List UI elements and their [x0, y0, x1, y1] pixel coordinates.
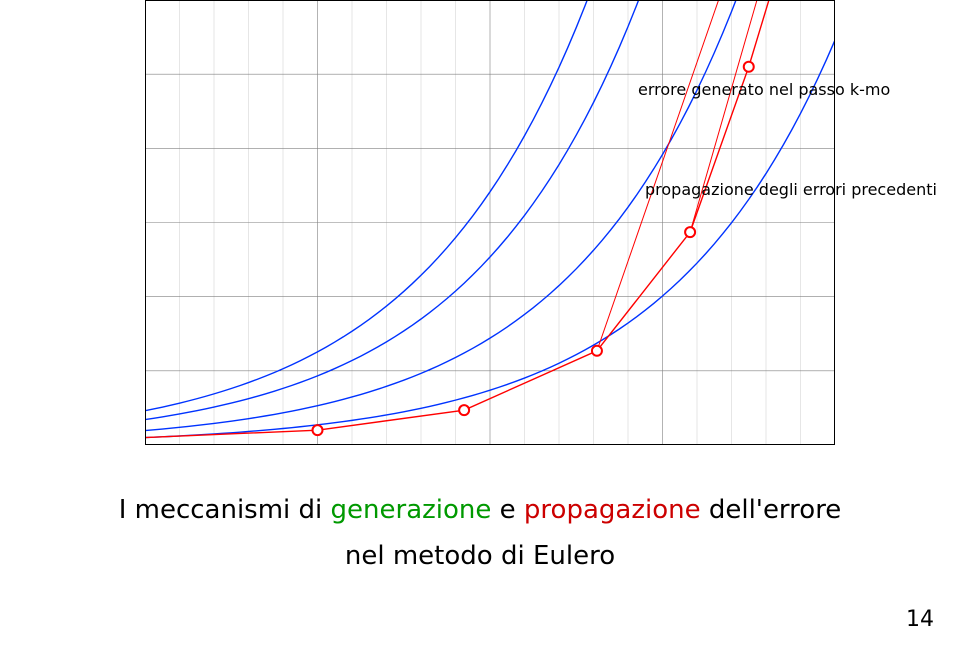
annotation-step-error-text: errore generato nel passo k-mo — [638, 80, 890, 99]
page-number: 14 — [906, 607, 934, 632]
caption-mid: e — [491, 495, 524, 525]
caption-line2: nel metodo di Eulero — [0, 536, 960, 576]
annotation-propagation-text: propagazione degli errori precedenti — [645, 180, 937, 199]
caption-generation-word: generazione — [331, 495, 492, 525]
caption-suffix1: dell'errore — [701, 495, 842, 525]
annotation-propagation: propagazione degli errori precedenti — [645, 180, 937, 199]
annotation-step-error: errore generato nel passo k-mo — [638, 80, 890, 99]
caption-prefix: I meccanismi di — [119, 495, 331, 525]
euler-error-plot — [145, 0, 835, 445]
caption-propagation-word: propagazione — [524, 495, 701, 525]
plot-container: errore generato nel passo k-mo propagazi… — [145, 0, 835, 445]
figure-caption: I meccanismi di generazione e propagazio… — [0, 490, 960, 577]
